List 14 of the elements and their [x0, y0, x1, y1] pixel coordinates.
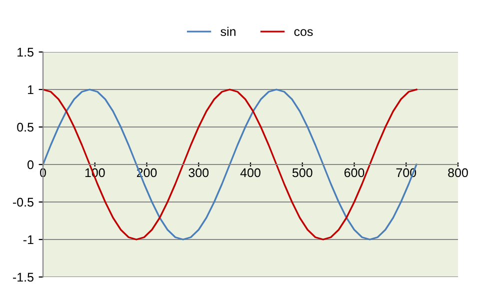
y-tick-label: 0.5: [17, 122, 34, 132]
x-tick-label: 600: [344, 168, 364, 178]
x-tick-label: 300: [188, 168, 209, 178]
x-tick-label: 500: [292, 168, 312, 178]
y-tick-label: -0.5: [12, 198, 34, 207]
y-tick-label: -1.5: [12, 272, 34, 282]
legend-label: cos: [294, 29, 313, 36]
y-tick-label: -1: [23, 235, 34, 244]
x-tick-label: 800: [448, 168, 468, 178]
y-tick-label: 1: [28, 85, 34, 94]
y-tick-label: 1.5: [18, 48, 34, 57]
x-tick-label: 400: [240, 168, 260, 178]
legend-label: sin: [220, 26, 236, 36]
y-tick-label: 0: [28, 160, 34, 170]
